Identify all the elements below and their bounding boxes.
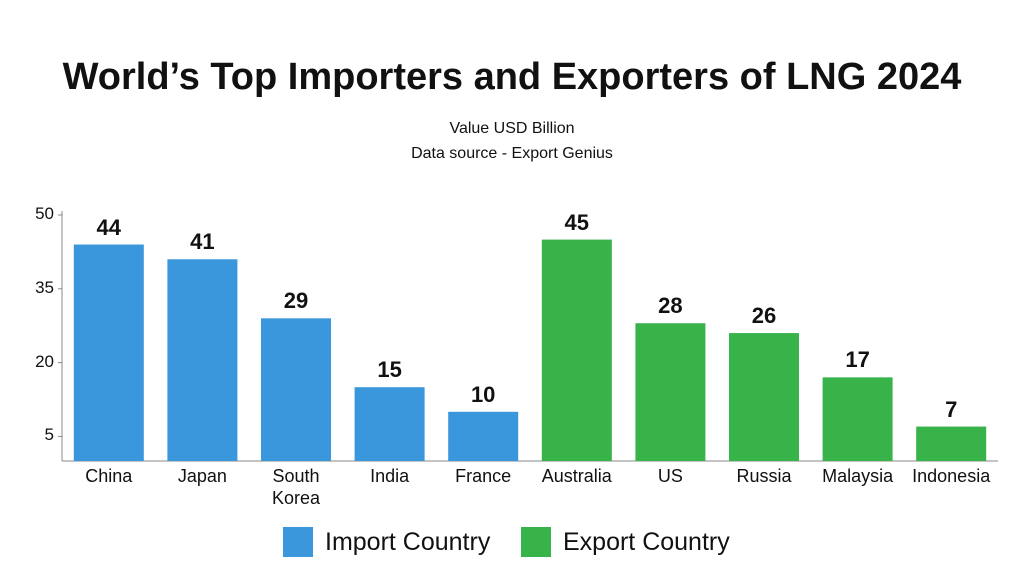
data-label: 29	[283, 288, 309, 314]
y-tick-label: 50	[35, 204, 54, 223]
x-tick-label: Malaysia	[822, 466, 894, 486]
bar	[73, 244, 144, 461]
data-label: 45	[564, 209, 590, 235]
x-tick-label: India	[370, 466, 410, 486]
legend-label: Import Country	[325, 528, 491, 556]
y-tick-label: 20	[35, 351, 54, 371]
data-label: 10	[470, 381, 496, 407]
bar	[635, 323, 706, 461]
legend-swatch	[521, 527, 551, 557]
x-tick-label: China	[85, 466, 133, 486]
x-tick-label: South Korea	[271, 466, 321, 508]
y-tick-label: 5	[44, 425, 54, 445]
chart-title: World’s Top Importers and Exporters of L…	[62, 56, 962, 98]
data-label: 28	[658, 293, 683, 319]
legend-label: Export Country	[563, 528, 730, 556]
y-tick-label: 35	[35, 277, 54, 297]
subtitle: Data source - Export Genius	[411, 145, 613, 162]
x-tick-label: US	[657, 466, 683, 486]
data-label: 26	[751, 303, 777, 329]
x-tick-label: Indonesia	[912, 466, 991, 486]
data-label: 41	[190, 229, 215, 255]
x-tick-label: Australia	[541, 466, 612, 486]
bar	[167, 259, 238, 461]
subtitle: Value USD Billion	[449, 120, 575, 137]
bar	[448, 411, 519, 461]
legend-swatch	[283, 527, 313, 557]
data-label: 15	[377, 357, 402, 383]
x-tick-label: Russia	[736, 466, 792, 486]
bar	[729, 333, 799, 461]
bar	[822, 377, 893, 461]
bar	[261, 318, 331, 461]
x-tick-label: France	[455, 466, 512, 486]
data-label: 17	[845, 347, 870, 373]
x-tick-label: Japan	[177, 466, 227, 486]
bar	[541, 239, 612, 461]
bar	[916, 426, 987, 461]
data-label: 44	[96, 214, 122, 240]
bar	[354, 387, 425, 461]
data-label: 7	[945, 396, 958, 422]
